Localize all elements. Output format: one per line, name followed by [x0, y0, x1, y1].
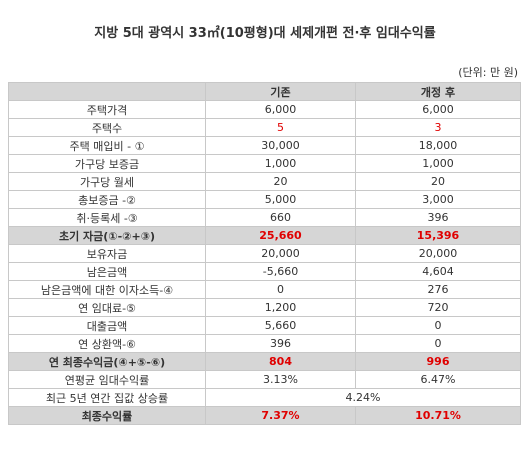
- row-label: 주택 매입비 - ①: [8, 136, 206, 155]
- cell: 996: [355, 352, 521, 371]
- cell: 6,000: [205, 100, 356, 119]
- table-row: 주택수 5 3: [8, 118, 521, 137]
- cell: 3.13%: [205, 370, 356, 389]
- table-row: 총보증금 -② 5,000 3,000: [8, 190, 521, 209]
- row-label: 취·등록세 -③: [8, 208, 206, 227]
- header-row: 기존 개정 후: [8, 82, 521, 101]
- row-label: 연 상환액-⑥: [8, 334, 206, 353]
- cell: 20,000: [355, 244, 521, 263]
- table-row: 가구당 보증금 1,000 1,000: [8, 154, 521, 173]
- row-label: 초기 자금(①-②+③): [8, 226, 206, 245]
- cell: 4.24%: [205, 388, 521, 407]
- table-row: 연 최종수익금(④+⑤-⑥) 804 996: [8, 352, 521, 371]
- header-cell: [8, 82, 206, 101]
- cell: 0: [355, 316, 521, 335]
- cell: 30,000: [205, 136, 356, 155]
- row-label: 연평균 임대수익률: [8, 370, 206, 389]
- row-label: 연 임대료-⑤: [8, 298, 206, 317]
- row-label: 최근 5년 연간 집값 상승률: [8, 388, 206, 407]
- table-row: 초기 자금(①-②+③) 25,660 15,396: [8, 226, 521, 245]
- table-row: 연평균 임대수익률 3.13% 6.47%: [8, 370, 521, 389]
- header-cell: 개정 후: [355, 82, 521, 101]
- cell: 4,604: [355, 262, 521, 281]
- cell: 5,000: [205, 190, 356, 209]
- row-label: 보유자금: [8, 244, 206, 263]
- cell: 3: [355, 118, 521, 137]
- row-label: 최종수익률: [8, 406, 206, 425]
- cell: 18,000: [355, 136, 521, 155]
- table-row: 가구당 월세 20 20: [8, 172, 521, 191]
- table-row: 주택 매입비 - ① 30,000 18,000: [8, 136, 521, 155]
- cell: 20,000: [205, 244, 356, 263]
- cell: 20: [205, 172, 356, 191]
- row-label: 남은금액에 대한 이자소득-④: [8, 280, 206, 299]
- cell: 5,660: [205, 316, 356, 335]
- table-row: 최종수익률 7.37% 10.71%: [8, 406, 521, 425]
- cell: 15,396: [355, 226, 521, 245]
- cell: 25,660: [205, 226, 356, 245]
- cell: -5,660: [205, 262, 356, 281]
- row-label: 대출금액: [8, 316, 206, 335]
- table-row: 연 상환액-⑥ 396 0: [8, 334, 521, 353]
- cell: 6.47%: [355, 370, 521, 389]
- cell: 396: [355, 208, 521, 227]
- cell: 0: [205, 280, 356, 299]
- row-label: 가구당 보증금: [8, 154, 206, 173]
- row-label: 연 최종수익금(④+⑤-⑥): [8, 352, 206, 371]
- cell: 20: [355, 172, 521, 191]
- table-row: 남은금액에 대한 이자소득-④ 0 276: [8, 280, 521, 299]
- table-row: 연 임대료-⑤ 1,200 720: [8, 298, 521, 317]
- cell: 276: [355, 280, 521, 299]
- cell: 804: [205, 352, 356, 371]
- cell: 1,000: [205, 154, 356, 173]
- table-row: 보유자금 20,000 20,000: [8, 244, 521, 263]
- cell: 660: [205, 208, 356, 227]
- cell: 3,000: [355, 190, 521, 209]
- row-label: 총보증금 -②: [8, 190, 206, 209]
- row-label: 가구당 월세: [8, 172, 206, 191]
- table-row: 대출금액 5,660 0: [8, 316, 521, 335]
- row-label: 남은금액: [8, 262, 206, 281]
- header-cell: 기존: [205, 82, 356, 101]
- cell: 6,000: [355, 100, 521, 119]
- row-label: 주택가격: [8, 100, 206, 119]
- cell: 7.37%: [205, 406, 356, 425]
- cell: 720: [355, 298, 521, 317]
- table-row: 남은금액 -5,660 4,604: [8, 262, 521, 281]
- table: 기존 개정 후 주택가격 6,000 6,000 주택수 5 3 주택 매입비 - ① 30,…: [8, 82, 521, 425]
- row-label: 주택수: [8, 118, 206, 137]
- table-row: 최근 5년 연간 집값 상승률 4.24%: [8, 388, 521, 407]
- cell: 10.71%: [355, 406, 521, 425]
- title: 지방 5대 광역시 33㎡(10평형)대 세제개편 전·후 임대수익률: [94, 26, 436, 41]
- unit-note: (단위: 만 원): [458, 66, 518, 79]
- cell: 0: [355, 334, 521, 353]
- cell: 1,000: [355, 154, 521, 173]
- table-row: 취·등록세 -③ 660 396: [8, 208, 521, 227]
- cell: 5: [205, 118, 356, 137]
- table-row: 주택가격 6,000 6,000: [8, 100, 521, 119]
- cell: 1,200: [205, 298, 356, 317]
- cell: 396: [205, 334, 356, 353]
